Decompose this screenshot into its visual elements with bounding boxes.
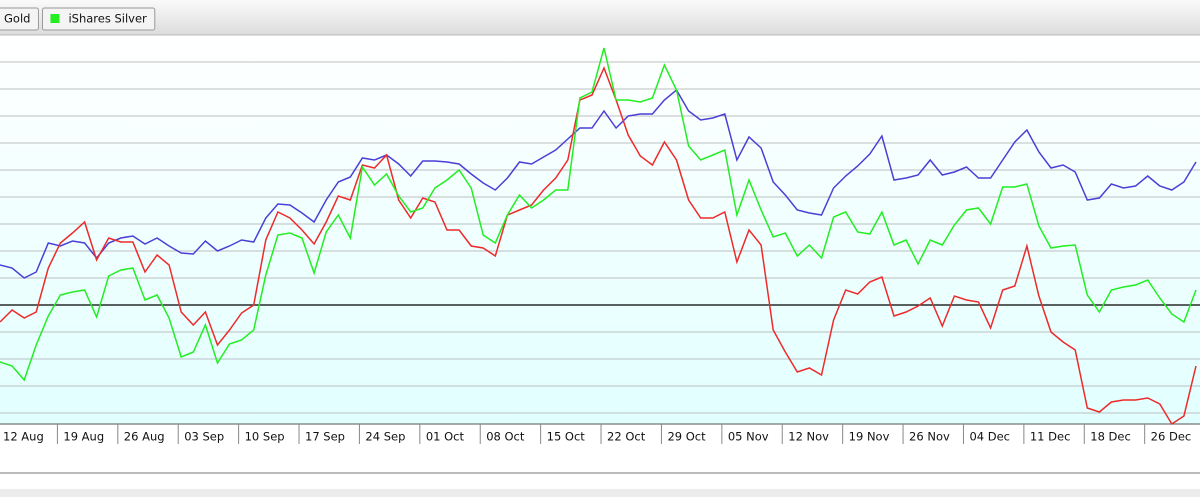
x-tick-label: 24 Sep	[365, 430, 405, 444]
legend-label: Gold	[4, 12, 30, 26]
x-tick-label: 19 Aug	[63, 430, 104, 444]
plot-area	[0, 35, 1200, 424]
series-line	[0, 47, 1197, 382]
x-tick-label: 26 Dec	[1151, 430, 1192, 444]
x-tick-label: 12 Aug	[3, 430, 44, 444]
legend-button[interactable]: iShares Silver	[41, 7, 156, 31]
x-tick-label: 11 Dec	[1030, 430, 1071, 444]
x-tick-label: 01 Oct	[426, 430, 465, 444]
series-line	[0, 88, 1197, 279]
x-tick-label: 03 Sep	[184, 430, 224, 444]
x-tick-label: 15 Oct	[547, 430, 586, 444]
x-tick-label: 22 Oct	[607, 430, 646, 444]
x-tick-label: 08 Oct	[486, 430, 525, 444]
x-tick-label: 19 Nov	[849, 430, 890, 444]
toolbar	[0, 0, 1200, 35]
x-tick-label: 04 Dec	[969, 430, 1010, 444]
legend-label: iShares Silver	[68, 12, 147, 26]
legend-frame	[41, 7, 156, 31]
x-tick-label: 10 Sep	[245, 430, 285, 444]
x-tick-label: 18 Dec	[1090, 430, 1131, 444]
x-tick-label: 29 Oct	[667, 430, 706, 444]
x-tick-label: 17 Sep	[305, 430, 345, 444]
footer	[0, 489, 1200, 497]
x-tick-label: 26 Nov	[909, 430, 950, 444]
series-line	[0, 66, 1197, 426]
x-tick-label: 12 Nov	[788, 430, 829, 444]
x-tick-label: 26 Aug	[124, 430, 165, 444]
legend-frame	[0, 7, 39, 31]
legend-swatch	[50, 14, 60, 23]
x-tick-label: 05 Nov	[728, 430, 769, 444]
legend-button[interactable]: Gold	[0, 7, 39, 31]
